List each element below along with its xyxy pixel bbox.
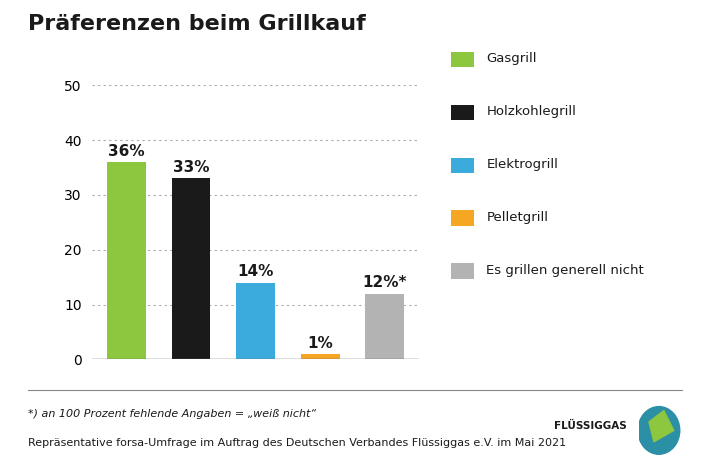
Circle shape xyxy=(638,407,679,454)
Text: Pelletgrill: Pelletgrill xyxy=(486,210,548,224)
Text: 36%: 36% xyxy=(108,144,145,158)
Text: *) an 100 Prozent fehlende Angaben = „weiß nicht“: *) an 100 Prozent fehlende Angaben = „we… xyxy=(28,409,317,419)
Text: Präferenzen beim Grillkauf: Präferenzen beim Grillkauf xyxy=(28,14,366,34)
Bar xyxy=(301,354,339,359)
Text: Es grillen generell nicht: Es grillen generell nicht xyxy=(486,263,644,277)
Text: 12%*: 12%* xyxy=(362,275,407,290)
Text: Repräsentative forsa-Umfrage im Auftrag des Deutschen Verbandes Flüssiggas e.V. : Repräsentative forsa-Umfrage im Auftrag … xyxy=(28,438,567,447)
Text: FLÜSSIGGAS: FLÜSSIGGAS xyxy=(554,420,626,431)
Bar xyxy=(366,294,404,359)
Text: Holzkohlegrill: Holzkohlegrill xyxy=(486,105,577,118)
Text: 1%: 1% xyxy=(307,336,333,350)
Text: 14%: 14% xyxy=(237,264,274,280)
Text: Elektrogrill: Elektrogrill xyxy=(486,158,558,171)
Text: Gasgrill: Gasgrill xyxy=(486,52,537,65)
Text: 33%: 33% xyxy=(173,160,209,175)
Bar xyxy=(236,283,275,359)
Polygon shape xyxy=(649,411,674,442)
Bar xyxy=(172,178,210,359)
Bar xyxy=(107,162,146,359)
